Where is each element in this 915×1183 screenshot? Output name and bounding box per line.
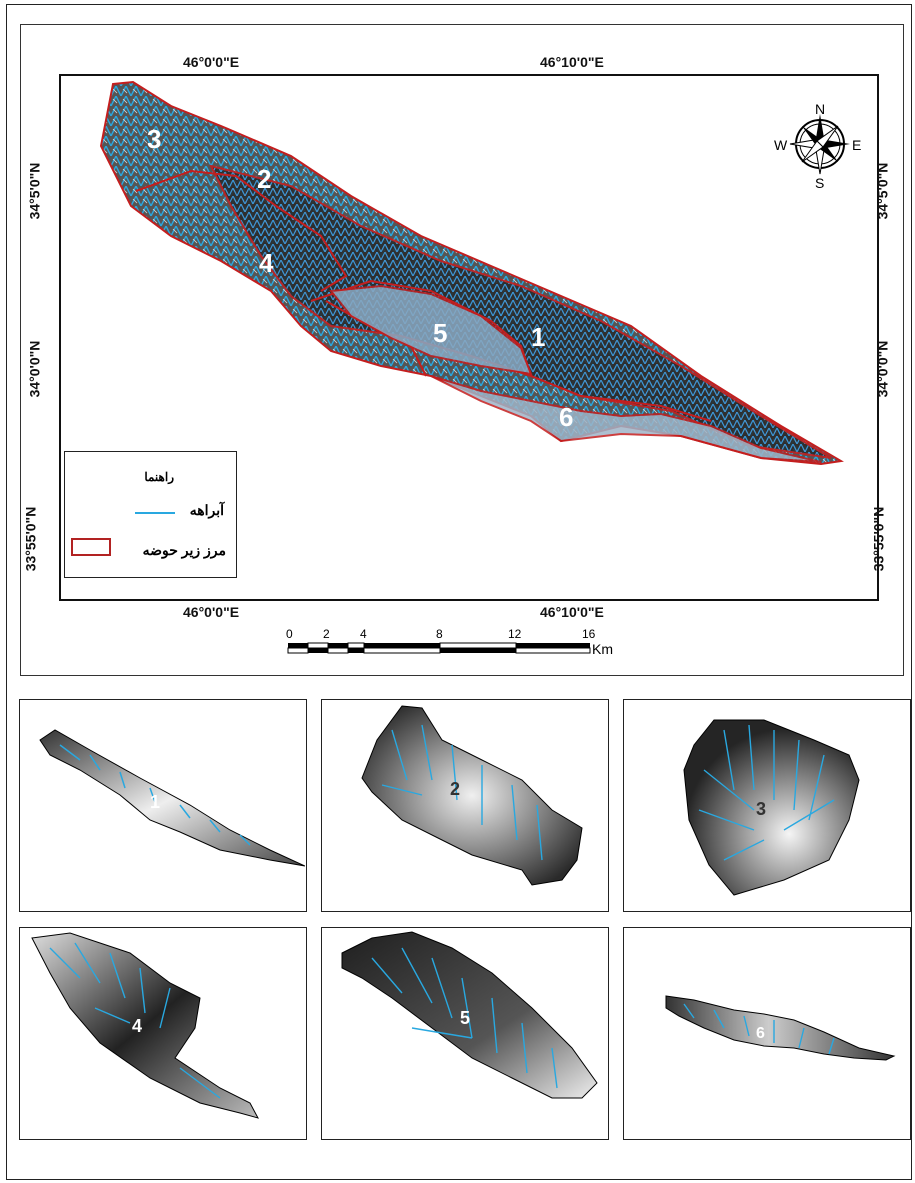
left-coord-2: 34°0'0"N bbox=[26, 340, 43, 398]
main-map-panel bbox=[20, 24, 904, 676]
legend-title: راهنما bbox=[144, 470, 174, 484]
panel-label-2: 2 bbox=[450, 779, 460, 799]
top-coord-2: 46°10'0"E bbox=[540, 54, 604, 70]
subbasin-panel-2: 2 bbox=[321, 699, 609, 912]
subbasin-panel-5: 5 bbox=[321, 927, 609, 1140]
scale-tick-2: 2 bbox=[323, 627, 330, 641]
panel-label-4: 4 bbox=[132, 1016, 142, 1036]
subbasin-panel-4: 4 bbox=[19, 927, 307, 1140]
scale-unit: Km bbox=[592, 641, 613, 656]
map-area: 1 2 3 4 5 6 N S E W bbox=[59, 74, 879, 601]
subbasin-panel-6: 6 bbox=[623, 927, 911, 1140]
subbasin-label-1: 1 bbox=[531, 322, 545, 352]
svg-text:S: S bbox=[815, 175, 824, 191]
watershed-map: 1 2 3 4 5 6 N S E W bbox=[99, 80, 861, 466]
panel-label-6: 6 bbox=[756, 1025, 765, 1042]
subbasin-panel-3: 3 bbox=[623, 699, 911, 912]
svg-text:W: W bbox=[774, 137, 788, 153]
bottom-coord-1: 46°0'0"E bbox=[183, 604, 240, 620]
figure-frame bbox=[6, 4, 912, 1180]
svg-text:N: N bbox=[815, 101, 825, 117]
stream-line-symbol bbox=[135, 512, 175, 514]
panel-label-1: 1 bbox=[150, 792, 160, 812]
scale-tick-0: 0 bbox=[286, 627, 293, 641]
svg-text:E: E bbox=[852, 137, 861, 153]
subbasin-label-2: 2 bbox=[257, 164, 271, 194]
right-coord-1: 34°5'0"N bbox=[874, 162, 891, 220]
right-coord-2: 34°0'0"N bbox=[874, 340, 891, 398]
scale-tick-16: 16 bbox=[582, 627, 596, 641]
subbasin-label-4: 4 bbox=[259, 248, 274, 278]
scale-tick-4: 4 bbox=[360, 627, 367, 641]
scale-tick-12: 12 bbox=[508, 627, 522, 641]
scale-tick-8: 8 bbox=[436, 627, 443, 641]
subbasin-label-5: 5 bbox=[433, 318, 447, 348]
scale-bar: 0 2 4 8 12 16 Km bbox=[286, 626, 616, 657]
north-arrow-icon: N S E W bbox=[774, 101, 861, 191]
legend-boundary: مرز زیر حوضه bbox=[142, 542, 226, 558]
boundary-box-symbol bbox=[71, 538, 111, 556]
left-coord-3: 33°55'0"N bbox=[22, 506, 39, 572]
panel-label-5: 5 bbox=[460, 1008, 470, 1028]
subbasin-panel-1: 1 bbox=[19, 699, 307, 912]
top-coord-1: 46°0'0"E bbox=[183, 54, 240, 70]
left-coord-1: 34°5'0"N bbox=[26, 162, 43, 220]
subbasin-label-6: 6 bbox=[559, 402, 573, 432]
subbasin-label-3: 3 bbox=[147, 124, 161, 154]
right-coord-3: 33°55'0"N bbox=[870, 506, 887, 572]
bottom-coord-2: 46°10'0"E bbox=[540, 604, 604, 620]
panel-label-3: 3 bbox=[756, 799, 766, 819]
legend: راهنما آبراهه مرز زیر حوضه bbox=[64, 451, 237, 578]
legend-streams: آبراهه bbox=[189, 502, 224, 518]
